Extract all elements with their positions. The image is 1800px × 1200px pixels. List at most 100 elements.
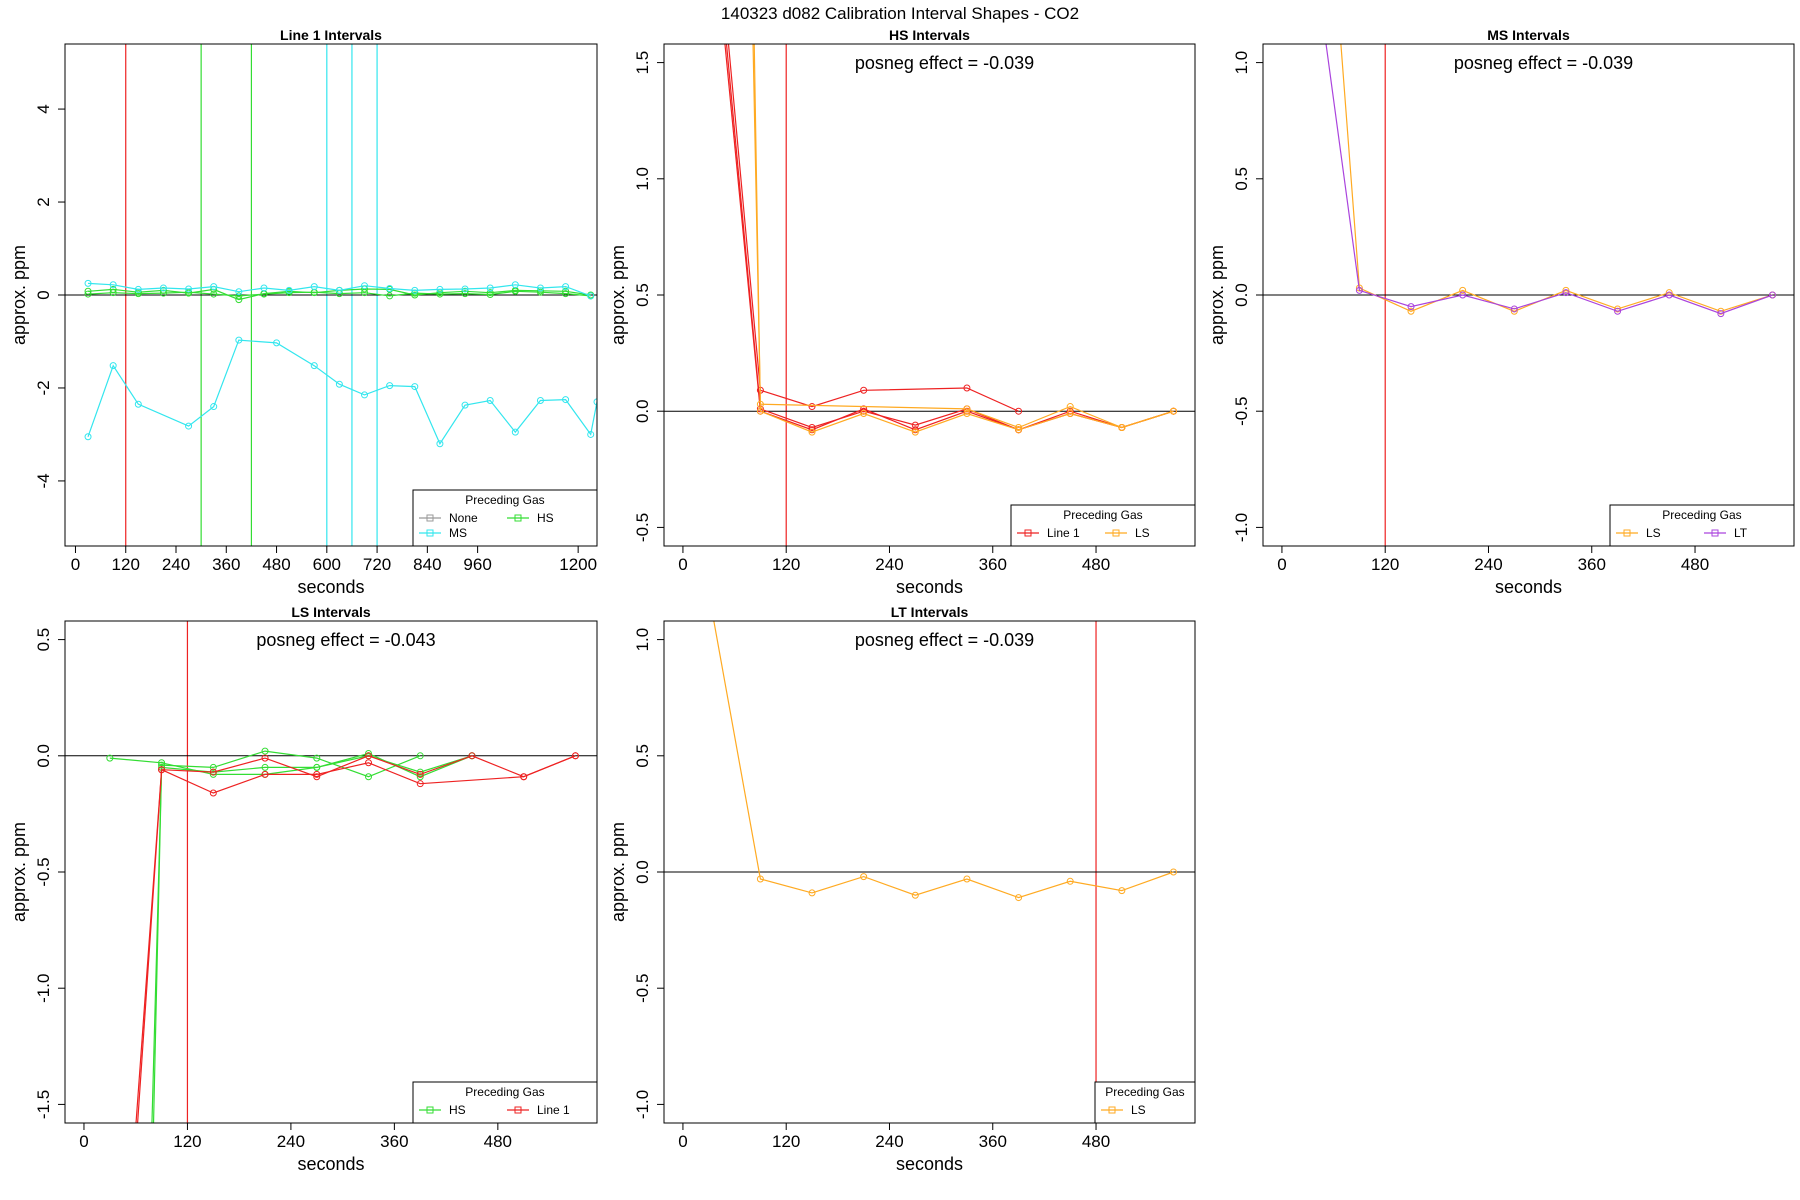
chart-panel-3: MS Intervals 0 120 240 360 480 -1.0 -0.5 0.0 0.5 1… bbox=[1207, 27, 1795, 597]
plot-frame bbox=[663, 43, 1196, 547]
x-tick-label: 0 bbox=[1277, 555, 1286, 574]
data-point bbox=[808, 423, 816, 431]
data-point bbox=[109, 362, 117, 370]
data-point bbox=[706, 590, 712, 596]
data-point bbox=[210, 403, 218, 411]
data-point bbox=[436, 285, 444, 293]
x-tick-label: 480 bbox=[1681, 555, 1709, 574]
data-point bbox=[511, 428, 519, 436]
data-point bbox=[808, 889, 816, 897]
data-point bbox=[486, 291, 494, 299]
y-tick-label: -2 bbox=[34, 380, 53, 395]
data-point bbox=[1717, 307, 1725, 315]
data-point bbox=[461, 401, 469, 409]
data-point bbox=[261, 747, 269, 755]
data-point bbox=[313, 770, 321, 778]
data-point bbox=[1015, 423, 1023, 431]
data-point bbox=[134, 400, 142, 408]
data-point bbox=[261, 754, 269, 762]
data-point bbox=[261, 770, 269, 778]
y-tick-label: 0.5 bbox=[1232, 167, 1251, 191]
data-point bbox=[185, 285, 193, 293]
data-point bbox=[963, 875, 971, 883]
legend-label: HS bbox=[449, 1103, 466, 1117]
data-point bbox=[416, 752, 424, 760]
data-point bbox=[860, 407, 868, 415]
legend-label: LT bbox=[1734, 526, 1748, 540]
data-point bbox=[150, 1148, 156, 1154]
x-tick-label: 480 bbox=[484, 1132, 512, 1151]
y-tick-label: 1.0 bbox=[633, 167, 652, 191]
data-point bbox=[562, 283, 570, 291]
data-point bbox=[310, 362, 318, 370]
data-point bbox=[109, 281, 117, 289]
chart-panel-4: LS Intervals 0 120 240 360 480 -1.5 -1.0 -0.5 0.0… bbox=[9, 604, 598, 1174]
panel-title: Line 1 Intervals bbox=[280, 27, 382, 43]
data-point bbox=[587, 430, 595, 438]
x-tick-label: 120 bbox=[772, 555, 800, 574]
legend-swatch-marker bbox=[514, 1106, 522, 1114]
series-line bbox=[1325, 44, 1773, 315]
y-tick-label: -1.0 bbox=[34, 974, 53, 1003]
x-tick-label: 480 bbox=[1082, 1132, 1110, 1151]
x-tick-label: 360 bbox=[380, 1132, 408, 1151]
chart-panel-2: HS Intervals 0 120 240 360 480 -0.5 0.0 0.5 1.0 1.… bbox=[608, 27, 1196, 597]
series-line bbox=[87, 339, 597, 445]
plot-area bbox=[664, 590, 1195, 1123]
data-point bbox=[361, 391, 369, 399]
data-point bbox=[1169, 407, 1177, 415]
y-tick-label: 1.0 bbox=[1232, 51, 1251, 75]
legend-box bbox=[1609, 504, 1795, 547]
data-point bbox=[860, 405, 868, 413]
legend-box bbox=[1094, 1081, 1196, 1124]
y-axis-label: approx. ppm bbox=[1207, 245, 1227, 345]
x-tick-label: 120 bbox=[173, 1132, 201, 1151]
data-point bbox=[84, 433, 92, 441]
x-axis-label: seconds bbox=[1495, 577, 1562, 597]
x-tick-label: 360 bbox=[212, 555, 240, 574]
data-point bbox=[1066, 410, 1074, 418]
x-tick-label: 0 bbox=[678, 1132, 687, 1151]
posneg-annotation: posneg effect = -0.039 bbox=[1454, 53, 1633, 73]
series-line bbox=[713, 621, 1174, 899]
series-line bbox=[136, 755, 576, 1123]
data-point bbox=[1355, 286, 1363, 294]
legend-box bbox=[412, 1081, 598, 1124]
x-tick-label: 0 bbox=[71, 555, 80, 574]
data-point bbox=[411, 291, 419, 299]
x-axis-label: seconds bbox=[297, 577, 364, 597]
data-point bbox=[210, 290, 218, 298]
panel-title: LT Intervals bbox=[891, 604, 969, 620]
data-point bbox=[335, 286, 343, 294]
data-point bbox=[386, 292, 394, 300]
data-point bbox=[1066, 407, 1074, 415]
data-point bbox=[1562, 289, 1570, 297]
y-tick-label: 2 bbox=[34, 197, 53, 206]
series-line bbox=[725, 44, 1174, 431]
legend-swatch-marker bbox=[514, 514, 522, 522]
data-point bbox=[571, 752, 579, 760]
data-point bbox=[808, 428, 816, 436]
data-point bbox=[313, 754, 321, 762]
data-point bbox=[486, 284, 494, 292]
legend: Preceding Gas None HS MS bbox=[412, 489, 598, 547]
data-point bbox=[1015, 894, 1023, 902]
data-point bbox=[1066, 877, 1074, 885]
data-point bbox=[235, 336, 243, 344]
data-point bbox=[562, 290, 570, 298]
data-point bbox=[963, 410, 971, 418]
data-point bbox=[1768, 291, 1776, 299]
series-line bbox=[87, 282, 591, 297]
data-point bbox=[361, 282, 369, 290]
data-point bbox=[587, 292, 595, 300]
y-tick-label: 0.0 bbox=[633, 860, 652, 884]
data-point bbox=[386, 284, 394, 292]
data-point bbox=[416, 780, 424, 788]
data-point bbox=[209, 768, 217, 776]
x-tick-label: 240 bbox=[162, 555, 190, 574]
legend: Preceding Gas HS Line 1 bbox=[412, 1081, 598, 1124]
x-tick-label: 600 bbox=[313, 555, 341, 574]
y-axis-label: approx. ppm bbox=[608, 245, 628, 345]
